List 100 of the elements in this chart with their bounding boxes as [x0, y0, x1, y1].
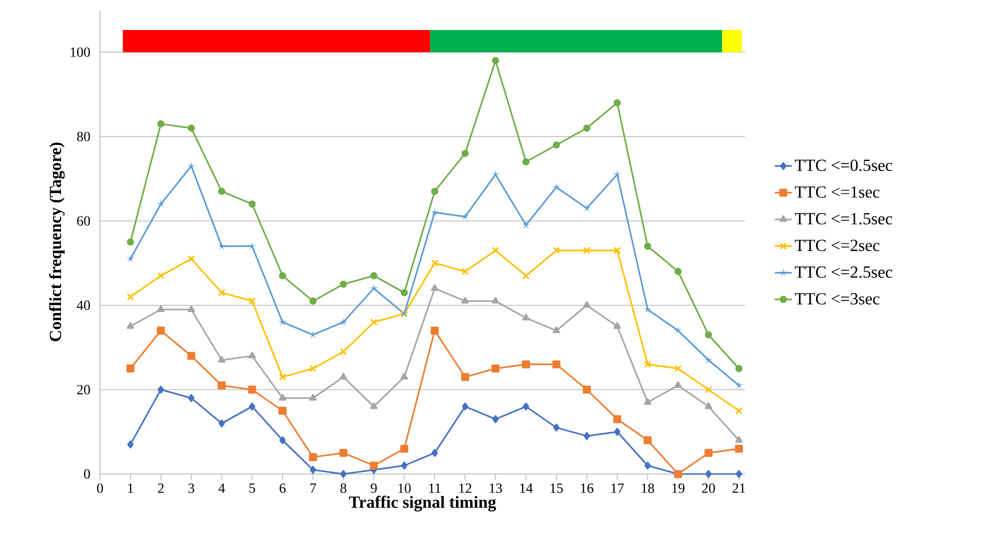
- point: [126, 254, 135, 262]
- point: [188, 255, 195, 262]
- point: [644, 462, 651, 470]
- point: [674, 268, 682, 276]
- point: [553, 424, 560, 432]
- point: [430, 208, 439, 216]
- point: [248, 297, 256, 305]
- point: [582, 386, 591, 394]
- x-tick-label: 21: [732, 484, 746, 493]
- point: [401, 462, 408, 470]
- point: [492, 246, 500, 254]
- point: [492, 415, 499, 424]
- point: [248, 386, 256, 394]
- point: [248, 242, 256, 250]
- x-tick-label: 7: [310, 484, 316, 493]
- point: [462, 150, 469, 158]
- point: [644, 360, 652, 368]
- point: [126, 238, 134, 246]
- x-tick-label: 2: [158, 484, 164, 493]
- x-tick-label: 6: [280, 484, 286, 493]
- point: [400, 372, 408, 380]
- point: [400, 289, 408, 296]
- point: [157, 120, 164, 128]
- x-tick-label: 12: [459, 484, 472, 493]
- point: [582, 204, 592, 212]
- point: [522, 158, 530, 166]
- point: [462, 402, 468, 410]
- point: [431, 259, 438, 267]
- point: [370, 272, 378, 280]
- point: [156, 200, 166, 208]
- point: [187, 162, 196, 170]
- point: [460, 212, 470, 220]
- point: [218, 188, 226, 195]
- y-tick-label: 60: [77, 216, 90, 226]
- point: [126, 322, 134, 329]
- point: [278, 318, 287, 326]
- point: [126, 293, 134, 300]
- point: [674, 381, 682, 388]
- point: [644, 242, 652, 250]
- point: [552, 246, 560, 254]
- point: [309, 364, 317, 372]
- point: [431, 188, 438, 195]
- legend-label: TTC <=0.5sec: [794, 160, 892, 172]
- point: [522, 402, 530, 410]
- point: [734, 380, 744, 390]
- point: [188, 305, 196, 312]
- point: [552, 141, 560, 149]
- point: [248, 352, 256, 358]
- point: [522, 272, 530, 280]
- point: [552, 182, 561, 191]
- point: [461, 296, 469, 304]
- x-tick-label: 15: [550, 484, 563, 493]
- point: [248, 402, 256, 410]
- point: [613, 415, 622, 424]
- x-axis-title: Traffic signal timing: [349, 496, 496, 512]
- point: [217, 242, 226, 250]
- point: [157, 272, 164, 280]
- point: [218, 288, 226, 296]
- point: [584, 432, 590, 440]
- point: [340, 348, 348, 356]
- point: [522, 314, 530, 320]
- point: [644, 436, 652, 444]
- point: [583, 301, 591, 308]
- point: [309, 394, 317, 401]
- legend-label: TTC <=2sec: [794, 240, 880, 252]
- x-tick-label: 10: [398, 484, 411, 493]
- point: [278, 394, 286, 401]
- point: [704, 331, 712, 338]
- point: [218, 381, 226, 390]
- x-tick-label: 19: [672, 484, 684, 493]
- x-tick-label: 20: [702, 484, 715, 493]
- point: [126, 364, 134, 373]
- point: [431, 448, 438, 457]
- point: [340, 280, 347, 288]
- x-tick-label: 3: [188, 484, 194, 493]
- point: [309, 297, 317, 305]
- point: [613, 322, 621, 329]
- point: [643, 305, 652, 314]
- x-tick-label: 8: [340, 484, 346, 493]
- legend-label: TTC <=1sec: [794, 186, 880, 198]
- point: [704, 402, 712, 410]
- x-tick-label: 4: [218, 484, 225, 493]
- point: [522, 220, 530, 229]
- x-tick-label: 14: [520, 484, 533, 493]
- y-tick-label: 40: [76, 300, 90, 310]
- point: [704, 386, 712, 394]
- x-tick-label: 5: [249, 484, 256, 493]
- x-tick-label: 9: [370, 484, 377, 493]
- x-tick-label: 16: [581, 484, 594, 493]
- point: [736, 470, 742, 478]
- point: [248, 200, 256, 208]
- point: [735, 436, 743, 443]
- y-tick-label: 20: [77, 384, 90, 394]
- point: [614, 246, 621, 254]
- point: [340, 372, 348, 380]
- point: [583, 246, 590, 254]
- point: [370, 462, 378, 470]
- point: [188, 124, 195, 132]
- point: [187, 352, 196, 360]
- point: [127, 440, 134, 448]
